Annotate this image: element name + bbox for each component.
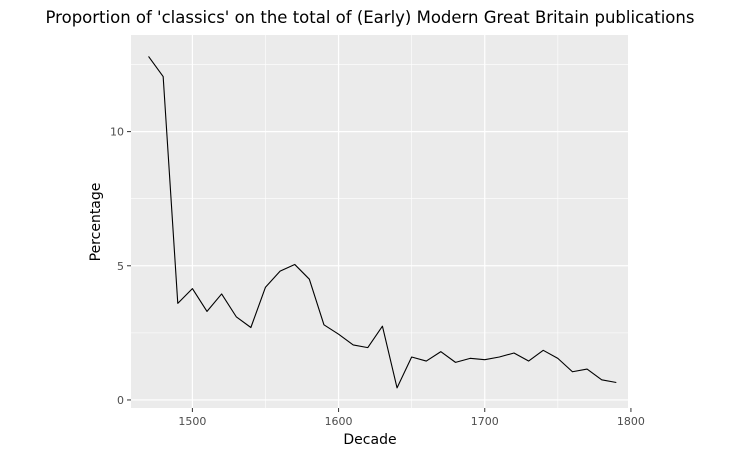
data-point xyxy=(410,356,413,359)
data-point xyxy=(220,292,223,295)
data-point xyxy=(162,75,165,78)
y-axis: 0 5 10 xyxy=(110,126,131,407)
data-point xyxy=(600,378,603,381)
x-axis: 1500 1600 1700 1800 xyxy=(178,408,645,428)
data-point xyxy=(439,350,442,353)
y-tick-label: 10 xyxy=(110,126,124,139)
data-point xyxy=(556,357,559,360)
data-point xyxy=(498,356,501,359)
data-point xyxy=(322,323,325,326)
x-tick-label: 1500 xyxy=(178,415,206,428)
data-point xyxy=(396,386,399,389)
data-point xyxy=(542,349,545,352)
data-point xyxy=(293,263,296,266)
x-tick-label: 1800 xyxy=(617,415,645,428)
data-point xyxy=(381,325,384,328)
data-point xyxy=(191,287,194,290)
data-point xyxy=(615,381,618,384)
major-gridlines xyxy=(131,35,632,408)
data-point xyxy=(308,278,311,281)
data-point xyxy=(425,360,428,363)
data-point xyxy=(337,333,340,336)
data-point xyxy=(454,361,457,364)
minor-gridlines xyxy=(131,35,628,408)
data-point xyxy=(571,370,574,373)
data-point xyxy=(264,286,267,289)
data-point xyxy=(483,358,486,361)
series-line xyxy=(148,56,617,389)
data-point xyxy=(235,315,238,318)
data-point xyxy=(469,357,472,360)
y-axis-title: Percentage xyxy=(88,183,104,262)
x-tick-label: 1600 xyxy=(325,415,353,428)
data-point xyxy=(176,302,179,305)
chart-title: Proportion of 'classics' on the total of… xyxy=(46,8,695,27)
series-layer xyxy=(147,55,618,389)
x-tick-label: 1700 xyxy=(471,415,499,428)
data-point xyxy=(527,360,530,363)
x-axis-title: Decade xyxy=(343,432,396,448)
data-point xyxy=(249,326,252,329)
data-point xyxy=(586,368,589,371)
data-point xyxy=(512,351,515,354)
y-tick-label: 0 xyxy=(117,394,124,407)
data-point xyxy=(366,346,369,349)
data-point xyxy=(206,310,209,313)
data-point xyxy=(147,55,150,58)
y-tick-label: 5 xyxy=(117,260,124,273)
data-point xyxy=(352,343,355,346)
plot-panel xyxy=(131,35,628,408)
data-point xyxy=(279,270,282,273)
